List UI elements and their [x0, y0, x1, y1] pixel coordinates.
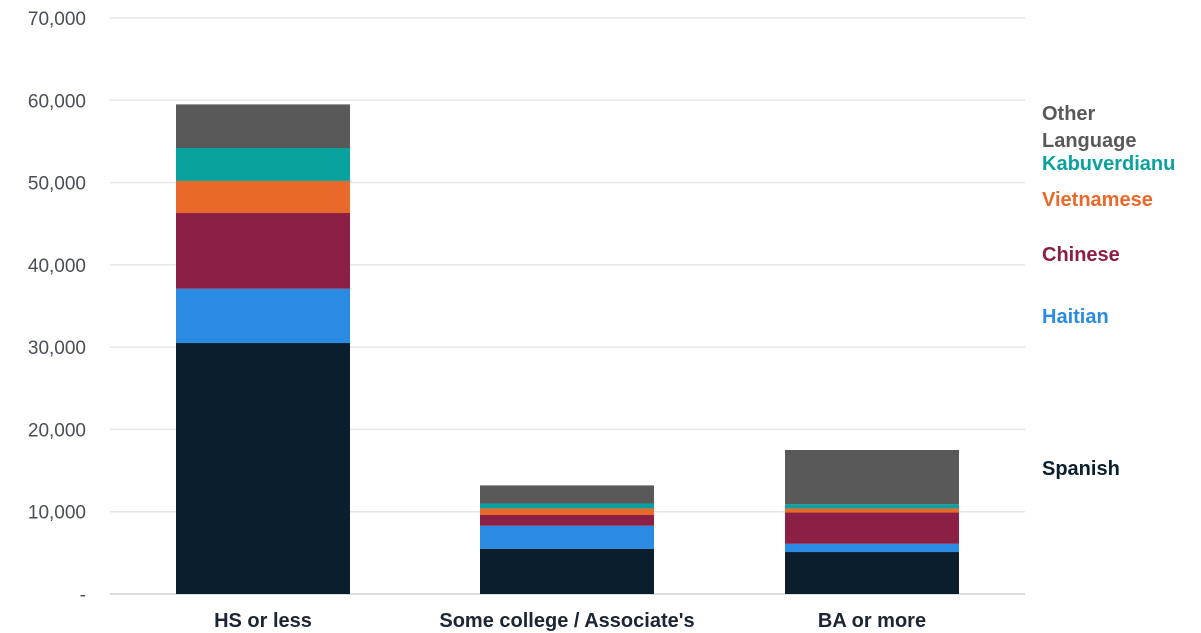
y-tick-label: 30,000	[28, 338, 86, 359]
bar-segment-spanish	[785, 552, 959, 594]
y-tick-label: 10,000	[28, 503, 86, 524]
y-tick-label: -	[80, 585, 86, 606]
legend-label-other-language: Other Language	[1042, 103, 1136, 152]
bar-segment-kabuverdianu	[176, 148, 350, 181]
y-tick-label: 60,000	[28, 91, 86, 112]
bar-segment-haitian	[176, 288, 350, 344]
y-tick-label: 50,000	[28, 174, 86, 195]
x-category-label: HS or less	[214, 610, 312, 632]
bar-segment-chinese	[785, 512, 959, 544]
y-tick-label: 20,000	[28, 420, 86, 441]
bar-segment-chinese	[176, 213, 350, 289]
bar-segment-spanish	[480, 548, 654, 594]
bar-segment-kabuverdianu	[785, 504, 959, 509]
bar-segment-vietnamese	[176, 180, 350, 214]
y-tick-label: 70,000	[28, 9, 86, 30]
bar-segment-vietnamese	[785, 508, 959, 513]
bar-segment-other-language	[785, 450, 959, 505]
x-axis-labels: HS or less Some college / Associate's BA o…	[214, 610, 926, 632]
y-axis-ticks: - 10,000 20,000 30,000 40,000 50,000 60,000 70,…	[28, 9, 86, 606]
bar-segment-haitian	[785, 543, 959, 553]
legend-label-kabuverdianu: Kabuverdianu	[1042, 153, 1175, 175]
legend-label-spanish: Spanish	[1042, 458, 1120, 480]
legend-label-vietnamese: Vietnamese	[1042, 189, 1153, 211]
bar-segment-other-language	[176, 104, 350, 149]
x-category-label: Some college / Associate's	[439, 610, 694, 632]
legend-label-haitian: Haitian	[1042, 306, 1109, 328]
bar-segment-other-language	[480, 485, 654, 504]
bar-segment-chinese	[480, 515, 654, 526]
bar-segment-haitian	[480, 525, 654, 549]
bar-segment-vietnamese	[480, 508, 654, 516]
y-tick-label: 40,000	[28, 256, 86, 277]
legend: Spanish Haitian Chinese Vietnamese Kabuverdi…	[1042, 103, 1175, 480]
bar-segment-kabuverdianu	[480, 503, 654, 509]
legend-label-chinese: Chinese	[1042, 244, 1120, 266]
bars	[176, 104, 959, 594]
x-category-label: BA or more	[818, 610, 926, 632]
bar-segment-spanish	[176, 343, 350, 594]
